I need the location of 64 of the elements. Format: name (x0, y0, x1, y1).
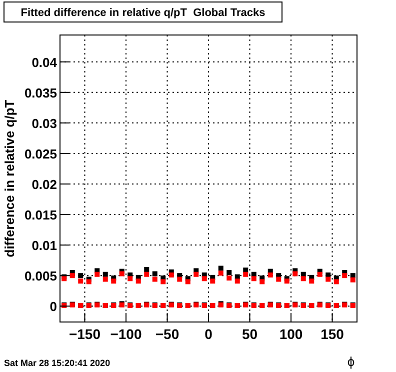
x-tick-label: −150 (68, 326, 101, 342)
chart-title: Fitted difference in relative q/pT Global Tracks (20, 7, 266, 19)
point (251, 276, 256, 282)
point (144, 272, 150, 277)
point (70, 273, 75, 278)
point (210, 278, 216, 284)
x-tick-label: 150 (320, 326, 344, 342)
x-tick-label: −100 (110, 326, 142, 342)
y-tick-label: 0.01 (32, 238, 57, 254)
x-tick-label: −50 (155, 326, 180, 342)
point (94, 272, 100, 277)
text: Sat Mar 28 15:20:41 2020 (4, 358, 110, 368)
point (128, 276, 133, 282)
point (342, 273, 348, 278)
y-tick-label: 0.02 (32, 176, 57, 192)
y-tick-label: 0.015 (24, 208, 57, 223)
point (243, 272, 248, 277)
point (78, 273, 84, 278)
y-tick-label: 0.04 (32, 54, 58, 70)
point (152, 271, 158, 276)
point (350, 277, 356, 282)
point (260, 279, 265, 284)
point (102, 276, 108, 282)
point (185, 279, 190, 284)
y-tick-label: 0.03 (32, 116, 57, 131)
x-axis-title: ϕ (347, 354, 355, 369)
point (152, 276, 158, 282)
y-tick-label: 0.005 (24, 268, 57, 284)
point (317, 272, 322, 277)
point (309, 278, 314, 284)
point (102, 272, 108, 277)
point (218, 266, 224, 271)
y-axis-title: difference in relative q/pT (2, 100, 17, 258)
point (111, 278, 116, 284)
point (326, 272, 331, 278)
point (160, 279, 166, 284)
point (300, 276, 306, 282)
point (268, 272, 273, 278)
point (326, 276, 331, 282)
point (86, 279, 92, 284)
point (168, 272, 174, 278)
x-tick-label: 50 (242, 326, 258, 342)
point (226, 276, 232, 281)
point (292, 271, 298, 276)
point (284, 278, 290, 284)
point (144, 266, 150, 272)
point (218, 270, 224, 276)
point (243, 268, 248, 273)
y-tick-label: 0 (50, 299, 57, 314)
point (177, 276, 182, 282)
point (276, 276, 282, 282)
y-tick-label: 0.025 (24, 146, 57, 162)
y-tick-label: 0.035 (24, 85, 57, 100)
point (226, 270, 232, 276)
point (202, 276, 207, 282)
x-tick-label: 100 (279, 326, 303, 342)
point (78, 278, 84, 284)
point (350, 273, 356, 278)
x-tick-label: 0 (204, 326, 213, 342)
point (136, 278, 141, 284)
point (119, 271, 124, 276)
point (334, 279, 339, 284)
point (234, 278, 240, 284)
point (194, 272, 199, 277)
